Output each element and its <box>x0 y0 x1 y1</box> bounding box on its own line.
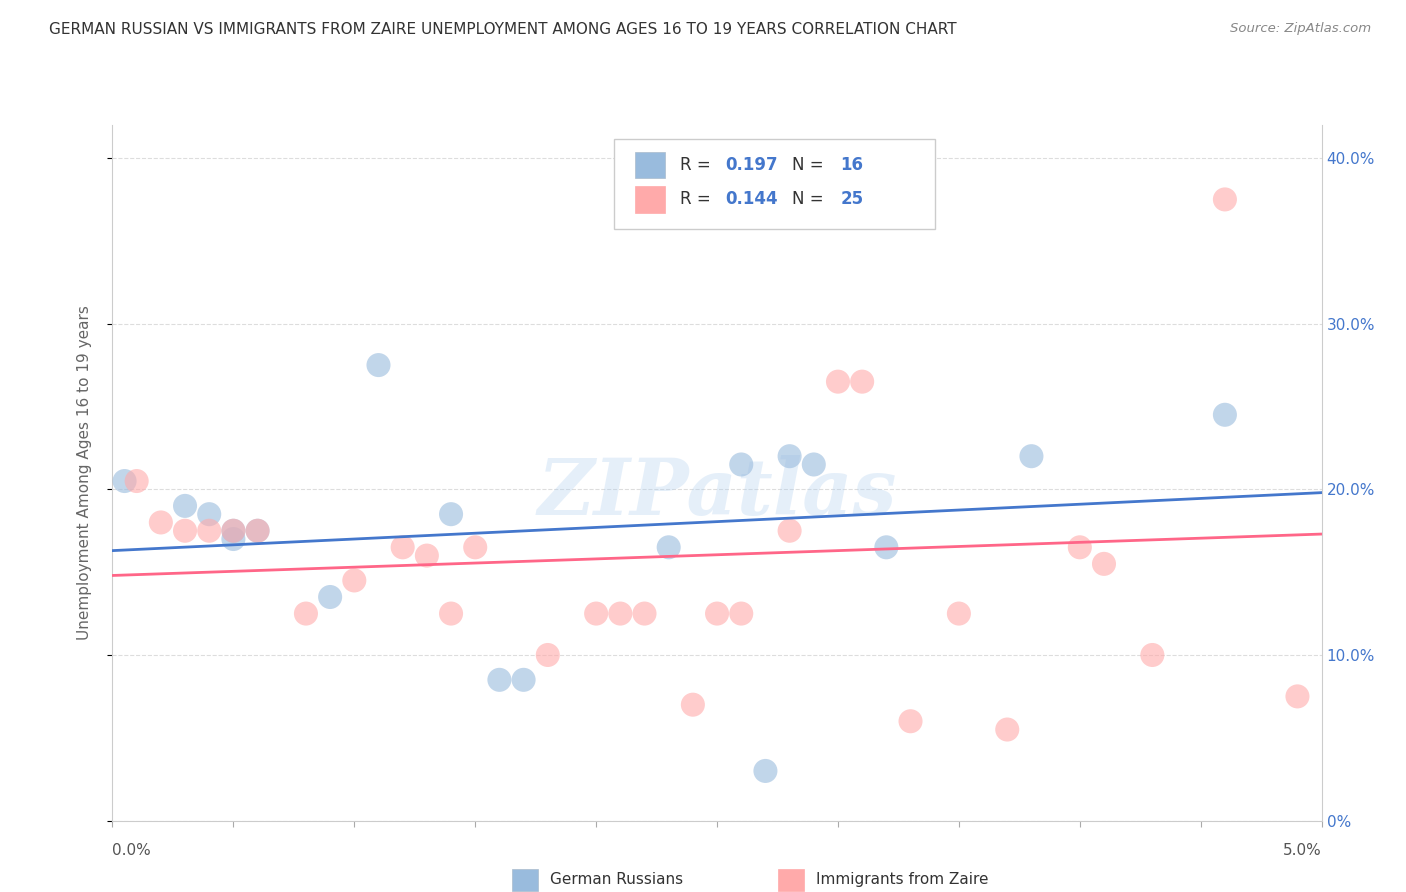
Point <box>125 474 148 488</box>
Point <box>174 499 197 513</box>
Point <box>900 714 922 729</box>
Point <box>222 524 245 538</box>
FancyBboxPatch shape <box>512 869 538 891</box>
Point <box>174 524 197 538</box>
Point <box>198 507 221 521</box>
Point <box>246 524 269 538</box>
Point <box>779 449 801 463</box>
Point <box>851 375 873 389</box>
Point <box>246 524 269 538</box>
Text: R =: R = <box>679 190 716 209</box>
FancyBboxPatch shape <box>778 869 804 891</box>
Point <box>827 375 849 389</box>
Point <box>464 541 486 555</box>
Point <box>343 574 366 588</box>
Point <box>1213 408 1236 422</box>
Point <box>1069 541 1091 555</box>
Point <box>948 607 970 621</box>
Point <box>706 607 728 621</box>
Point <box>149 516 172 530</box>
Point <box>585 607 607 621</box>
Point <box>295 607 318 621</box>
Point <box>779 524 801 538</box>
Point <box>440 507 463 521</box>
Point <box>512 673 534 687</box>
Text: N =: N = <box>792 156 830 174</box>
Text: 16: 16 <box>841 156 863 174</box>
Point <box>609 607 631 621</box>
Point <box>995 723 1018 737</box>
Point <box>730 607 752 621</box>
Point <box>391 541 413 555</box>
Point <box>754 764 776 778</box>
Point <box>222 532 245 546</box>
Point <box>682 698 704 712</box>
Y-axis label: Unemployment Among Ages 16 to 19 years: Unemployment Among Ages 16 to 19 years <box>77 305 91 640</box>
Text: Source: ZipAtlas.com: Source: ZipAtlas.com <box>1230 22 1371 36</box>
FancyBboxPatch shape <box>614 139 935 229</box>
Point <box>198 524 221 538</box>
Text: 25: 25 <box>841 190 863 209</box>
Point <box>730 458 752 472</box>
Text: GERMAN RUSSIAN VS IMMIGRANTS FROM ZAIRE UNEMPLOYMENT AMONG AGES 16 TO 19 YEARS C: GERMAN RUSSIAN VS IMMIGRANTS FROM ZAIRE … <box>49 22 957 37</box>
Point <box>440 607 463 621</box>
Point <box>658 541 681 555</box>
Point <box>1213 193 1236 207</box>
Text: 0.197: 0.197 <box>725 156 778 174</box>
Point <box>633 607 655 621</box>
Text: 0.0%: 0.0% <box>112 843 152 858</box>
Text: Immigrants from Zaire: Immigrants from Zaire <box>817 872 988 888</box>
Text: R =: R = <box>679 156 716 174</box>
Point <box>367 358 389 372</box>
Point <box>537 648 560 662</box>
Text: N =: N = <box>792 190 830 209</box>
Point <box>319 590 342 604</box>
Point <box>488 673 510 687</box>
Point <box>416 549 439 563</box>
Text: 5.0%: 5.0% <box>1282 843 1322 858</box>
FancyBboxPatch shape <box>636 152 665 178</box>
Point <box>1021 449 1043 463</box>
FancyBboxPatch shape <box>636 186 665 212</box>
Text: German Russians: German Russians <box>550 872 683 888</box>
Point <box>114 474 136 488</box>
Point <box>875 541 897 555</box>
Point <box>803 458 825 472</box>
Text: ZIPatlas: ZIPatlas <box>537 456 897 532</box>
Point <box>1092 557 1115 571</box>
Text: 0.144: 0.144 <box>725 190 778 209</box>
Point <box>1142 648 1164 662</box>
Point <box>222 524 245 538</box>
Point <box>1286 690 1309 704</box>
